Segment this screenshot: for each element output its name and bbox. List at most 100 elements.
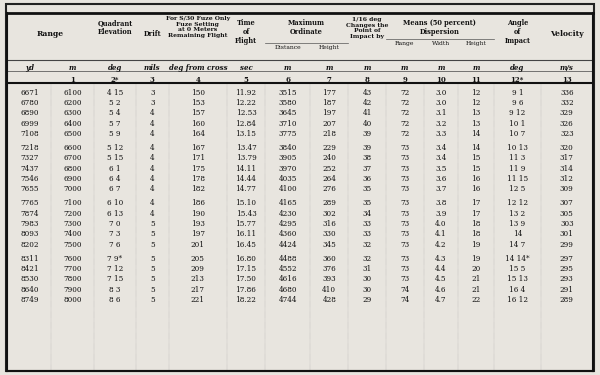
Text: 5: 5 <box>150 220 155 228</box>
Text: deg: deg <box>510 64 524 72</box>
Text: 5: 5 <box>150 240 155 249</box>
Text: m: m <box>472 64 479 72</box>
Text: 12: 12 <box>472 99 481 107</box>
Text: 312: 312 <box>560 175 574 183</box>
Text: 6 13: 6 13 <box>107 210 123 218</box>
Text: 5 4: 5 4 <box>109 109 121 117</box>
Text: 4: 4 <box>150 165 155 172</box>
Text: 3970: 3970 <box>278 165 297 172</box>
Text: 15 13: 15 13 <box>507 275 528 283</box>
Text: 7983: 7983 <box>20 220 38 228</box>
Text: 17: 17 <box>472 210 481 218</box>
Text: 11 15: 11 15 <box>507 175 528 183</box>
Text: Width: Width <box>432 41 450 46</box>
Text: 6300: 6300 <box>64 109 82 117</box>
Text: 9: 9 <box>403 76 407 84</box>
Text: 205: 205 <box>191 255 205 262</box>
Text: 6100: 6100 <box>63 89 82 97</box>
Text: 6 10: 6 10 <box>107 199 123 207</box>
Text: 4360: 4360 <box>278 230 297 238</box>
Text: 4295: 4295 <box>278 220 297 228</box>
Text: 217: 217 <box>191 285 205 294</box>
Text: 175: 175 <box>191 165 205 172</box>
Text: 73: 73 <box>400 220 409 228</box>
Text: 4.4: 4.4 <box>435 265 446 273</box>
Text: 7200: 7200 <box>64 210 82 218</box>
Text: 4424: 4424 <box>278 240 297 249</box>
Text: 3.0: 3.0 <box>435 99 446 107</box>
Text: 5: 5 <box>150 285 155 294</box>
Text: 12 12: 12 12 <box>507 199 528 207</box>
Text: 5: 5 <box>150 275 155 283</box>
Text: 3775: 3775 <box>278 130 297 138</box>
Text: 7 12: 7 12 <box>107 265 123 273</box>
Text: 3.4: 3.4 <box>435 144 446 152</box>
Text: 193: 193 <box>191 220 205 228</box>
Text: 6999: 6999 <box>20 120 38 128</box>
Text: 309: 309 <box>560 185 574 193</box>
Text: 31: 31 <box>362 265 371 273</box>
Text: 73: 73 <box>400 240 409 249</box>
Text: 13.47: 13.47 <box>236 144 256 152</box>
Text: 3.2: 3.2 <box>435 120 446 128</box>
Text: 6500: 6500 <box>64 130 82 138</box>
Text: 4 15: 4 15 <box>107 89 123 97</box>
Text: 12.22: 12.22 <box>236 99 256 107</box>
Text: 6700: 6700 <box>64 154 82 162</box>
Text: 7874: 7874 <box>20 210 38 218</box>
Text: 209: 209 <box>191 265 205 273</box>
Text: m: m <box>437 64 445 72</box>
Text: 8749: 8749 <box>20 296 38 304</box>
Text: 15 5: 15 5 <box>509 265 526 273</box>
Text: 7000: 7000 <box>64 185 82 193</box>
Text: 164: 164 <box>191 130 205 138</box>
Text: 8093: 8093 <box>20 230 38 238</box>
Text: 376: 376 <box>322 265 336 273</box>
Text: deg from cross: deg from cross <box>169 64 227 72</box>
Text: 213: 213 <box>191 275 205 283</box>
Text: 6 1: 6 1 <box>109 165 121 172</box>
Text: 5: 5 <box>150 255 155 262</box>
Text: Distance: Distance <box>274 45 301 50</box>
Text: 4: 4 <box>150 185 155 193</box>
Text: Range: Range <box>395 41 415 46</box>
Text: 7100: 7100 <box>63 199 82 207</box>
Text: 4: 4 <box>150 199 155 207</box>
Text: 276: 276 <box>322 185 336 193</box>
Text: 295: 295 <box>560 265 574 273</box>
Text: Height: Height <box>466 41 487 46</box>
Text: Range: Range <box>37 30 64 38</box>
Text: 291: 291 <box>560 285 574 294</box>
Text: 4.7: 4.7 <box>435 296 446 304</box>
Text: 35: 35 <box>362 199 371 207</box>
Text: 7700: 7700 <box>64 265 82 273</box>
Text: 8421: 8421 <box>20 265 38 273</box>
Text: 7327: 7327 <box>20 154 38 162</box>
Text: 4680: 4680 <box>278 285 297 294</box>
Text: 16 12: 16 12 <box>507 296 528 304</box>
Text: 11: 11 <box>471 76 481 84</box>
Text: 171: 171 <box>191 154 205 162</box>
Text: 33: 33 <box>362 230 371 238</box>
Text: 314: 314 <box>560 165 574 172</box>
Text: 3.0: 3.0 <box>435 89 446 97</box>
Text: 329: 329 <box>560 109 574 117</box>
Text: 293: 293 <box>560 275 574 283</box>
Text: 3: 3 <box>150 76 155 84</box>
Text: 201: 201 <box>191 240 205 249</box>
Text: 9 12: 9 12 <box>509 109 526 117</box>
Text: 73: 73 <box>400 175 409 183</box>
Text: 72: 72 <box>400 109 409 117</box>
Text: 7800: 7800 <box>64 275 82 283</box>
Text: 12.53: 12.53 <box>236 109 256 117</box>
Text: 16 4: 16 4 <box>509 285 526 294</box>
Text: 8 6: 8 6 <box>109 296 121 304</box>
Text: 73: 73 <box>400 185 409 193</box>
Text: 11 9: 11 9 <box>509 165 526 172</box>
Text: 33: 33 <box>362 220 371 228</box>
Text: 29: 29 <box>362 296 371 304</box>
Text: 3.9: 3.9 <box>435 210 446 218</box>
Text: 6780: 6780 <box>20 99 38 107</box>
Text: 14 7: 14 7 <box>509 240 526 249</box>
Text: 7400: 7400 <box>64 230 82 238</box>
